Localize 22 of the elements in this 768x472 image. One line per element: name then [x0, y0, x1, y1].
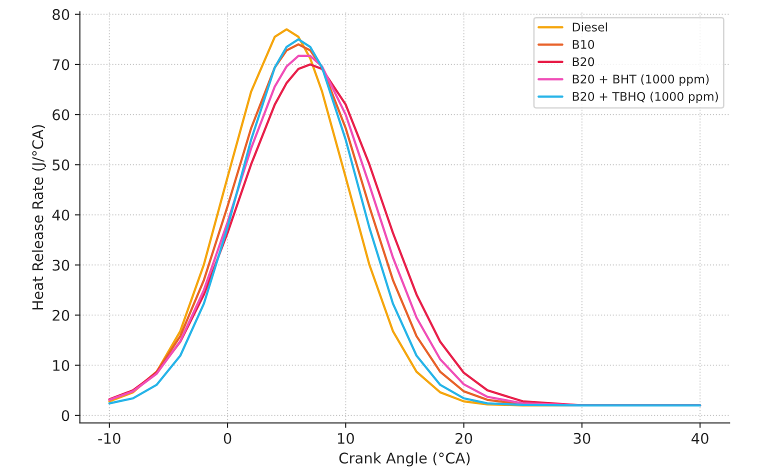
y-tick-label: 20: [52, 310, 70, 321]
x-tick-label: 20: [456, 432, 472, 444]
y-axis-title: Heat Release Rate (J/°CA): [32, 125, 46, 310]
y-tick-label: 0: [62, 410, 70, 422]
y-tick-label: 60: [52, 109, 70, 120]
x-tick-label: 0: [224, 432, 232, 444]
y-tick-label: 50: [52, 159, 70, 170]
x-axis-title: Crank Angle (°CA): [339, 452, 470, 466]
x-tick-label: -10: [98, 432, 120, 444]
y-tick-label: 30: [52, 260, 70, 271]
x-tick-label: 10: [338, 432, 354, 444]
legend-label: Diesel: [572, 22, 607, 32]
legend-label: B20 + BHT (1000 ppm): [572, 74, 709, 86]
legend-label: B20 + TBHQ (1000 ppm): [572, 92, 718, 104]
legend-label: B10: [572, 40, 594, 49]
y-tick-label: 10: [53, 360, 70, 372]
x-tick-label: 40: [692, 432, 708, 444]
legend-label: B20: [572, 57, 594, 66]
y-tick-label: 80: [52, 9, 70, 20]
x-tick-label: 30: [574, 432, 590, 444]
y-tick-label: 70: [52, 59, 70, 70]
y-tick-label: 40: [52, 210, 70, 221]
